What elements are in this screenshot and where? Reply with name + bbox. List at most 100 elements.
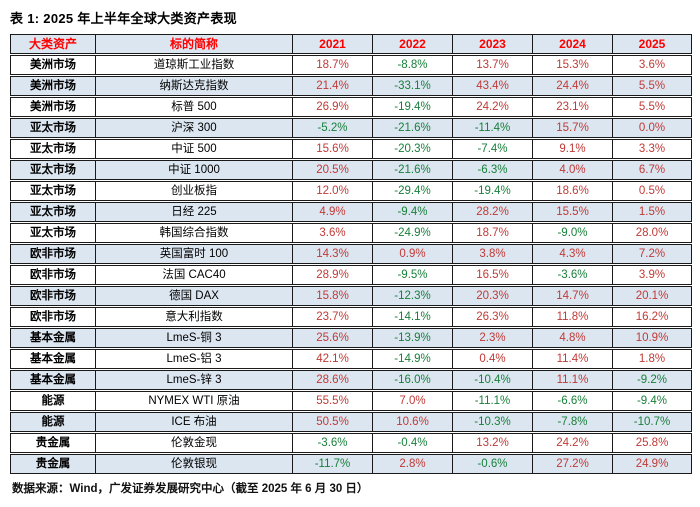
value-cell-2025: 1.8% bbox=[612, 349, 692, 369]
value-cell-2023: -10.3% bbox=[452, 412, 532, 432]
value-cell-2025: -9.2% bbox=[612, 370, 692, 390]
table-row: 亚太市场 创业板指 12.0% -29.4% -19.4% 18.6% 0.5% bbox=[10, 181, 692, 201]
asset-class-cell: 亚太市场 bbox=[10, 139, 95, 159]
value-cell-2022: -13.9% bbox=[372, 328, 452, 348]
target-name-cell: 创业板指 bbox=[95, 181, 292, 201]
target-name-cell: 意大利指数 bbox=[95, 307, 292, 327]
value-cell-2024: 24.2% bbox=[532, 433, 612, 453]
target-name-cell: 韩国综合指数 bbox=[95, 223, 292, 243]
value-cell-2023: 24.2% bbox=[452, 97, 532, 117]
table-row: 基本金属 LmeS-铝 3 42.1% -14.9% 0.4% 11.4% 1.8% bbox=[10, 349, 692, 369]
table-row: 欧非市场 法国 CAC40 28.9% -9.5% 16.5% -3.6% 3.9% bbox=[10, 265, 692, 285]
asset-performance-table: 大类资产 标的简称 2021 2022 2023 2024 2025 美洲市场道… bbox=[10, 33, 692, 475]
asset-class-cell: 亚太市场 bbox=[10, 202, 95, 222]
table-row: 欧非市场 德国 DAX 15.8% -12.3% 20.3% 14.7% 20.1% bbox=[10, 286, 692, 306]
value-cell-2022: -20.3% bbox=[372, 139, 452, 159]
asset-class-cell: 欧非市场 bbox=[10, 307, 95, 327]
header-year-2023: 2023 bbox=[452, 34, 532, 54]
table-row: 亚太市场 沪深 300 -5.2% -21.6% -11.4% 15.7% 0.0% bbox=[10, 118, 692, 138]
value-cell-2022: -21.6% bbox=[372, 160, 452, 180]
value-cell-2025: 1.5% bbox=[612, 202, 692, 222]
asset-class-cell: 美洲市场 bbox=[10, 55, 95, 75]
value-cell-2022: -14.9% bbox=[372, 349, 452, 369]
value-cell-2022: 0.9% bbox=[372, 244, 452, 264]
value-cell-2022: -12.3% bbox=[372, 286, 452, 306]
table-row: 能源 ICE 布油 50.5% 10.6% -10.3% -7.8% -10.7% bbox=[10, 412, 692, 432]
value-cell-2025: 24.9% bbox=[612, 454, 692, 474]
value-cell-2023: 3.8% bbox=[452, 244, 532, 264]
value-cell-2025: 5.5% bbox=[612, 97, 692, 117]
table-row: 基本金属 LmeS-锌 3 28.6% -16.0% -10.4% 11.1% -9.2% bbox=[10, 370, 692, 390]
value-cell-2025: 10.9% bbox=[612, 328, 692, 348]
value-cell-2024: 11.1% bbox=[532, 370, 612, 390]
value-cell-2024: 11.4% bbox=[532, 349, 612, 369]
value-cell-2024: 15.5% bbox=[532, 202, 612, 222]
value-cell-2025: 28.0% bbox=[612, 223, 692, 243]
value-cell-2021: 14.3% bbox=[292, 244, 372, 264]
target-name-cell: LmeS-锌 3 bbox=[95, 370, 292, 390]
asset-class-cell: 亚太市场 bbox=[10, 160, 95, 180]
value-cell-2024: 4.8% bbox=[532, 328, 612, 348]
value-cell-2024: 9.1% bbox=[532, 139, 612, 159]
value-cell-2023: -0.6% bbox=[452, 454, 532, 474]
table-row: 美洲市场 纳斯达克指数 21.4% -33.1% 43.4% 24.4% 5.5% bbox=[10, 76, 692, 96]
value-cell-2022: -14.1% bbox=[372, 307, 452, 327]
value-cell-2025: 25.8% bbox=[612, 433, 692, 453]
asset-class-cell: 基本金属 bbox=[10, 370, 95, 390]
value-cell-2025: 3.9% bbox=[612, 265, 692, 285]
value-cell-2021: 15.6% bbox=[292, 139, 372, 159]
table-row: 欧非市场 意大利指数 23.7% -14.1% 26.3% 11.8% 16.2% bbox=[10, 307, 692, 327]
asset-class-cell: 基本金属 bbox=[10, 349, 95, 369]
value-cell-2023: 28.2% bbox=[452, 202, 532, 222]
header-year-2024: 2024 bbox=[532, 34, 612, 54]
header-asset-class: 大类资产 bbox=[10, 34, 95, 54]
value-cell-2023: -6.3% bbox=[452, 160, 532, 180]
asset-class-cell: 美洲市场 bbox=[10, 97, 95, 117]
value-cell-2023: 18.7% bbox=[452, 223, 532, 243]
value-cell-2024: -9.0% bbox=[532, 223, 612, 243]
value-cell-2025: 3.3% bbox=[612, 139, 692, 159]
value-cell-2022: -21.6% bbox=[372, 118, 452, 138]
value-cell-2025: -9.4% bbox=[612, 391, 692, 411]
value-cell-2024: -6.6% bbox=[532, 391, 612, 411]
asset-class-cell: 贵金属 bbox=[10, 433, 95, 453]
value-cell-2022: -29.4% bbox=[372, 181, 452, 201]
value-cell-2024: 24.4% bbox=[532, 76, 612, 96]
value-cell-2021: 50.5% bbox=[292, 412, 372, 432]
asset-class-cell: 美洲市场 bbox=[10, 76, 95, 96]
header-row: 大类资产 标的简称 2021 2022 2023 2024 2025 bbox=[10, 34, 692, 54]
target-name-cell: 日经 225 bbox=[95, 202, 292, 222]
asset-class-cell: 亚太市场 bbox=[10, 223, 95, 243]
value-cell-2022: -19.4% bbox=[372, 97, 452, 117]
value-cell-2022: -24.9% bbox=[372, 223, 452, 243]
value-cell-2022: -16.0% bbox=[372, 370, 452, 390]
target-name-cell: 道琼斯工业指数 bbox=[95, 55, 292, 75]
value-cell-2022: -0.4% bbox=[372, 433, 452, 453]
value-cell-2021: 26.9% bbox=[292, 97, 372, 117]
value-cell-2023: -19.4% bbox=[452, 181, 532, 201]
value-cell-2021: 55.5% bbox=[292, 391, 372, 411]
table-row: 亚太市场 韩国综合指数 3.6% -24.9% 18.7% -9.0% 28.0% bbox=[10, 223, 692, 243]
value-cell-2025: 5.5% bbox=[612, 76, 692, 96]
value-cell-2022: -9.4% bbox=[372, 202, 452, 222]
target-name-cell: 伦敦银现 bbox=[95, 454, 292, 474]
value-cell-2024: 15.7% bbox=[532, 118, 612, 138]
value-cell-2021: -11.7% bbox=[292, 454, 372, 474]
value-cell-2024: 14.7% bbox=[532, 286, 612, 306]
value-cell-2025: 20.1% bbox=[612, 286, 692, 306]
table-row: 美洲市场 道琼斯工业指数 18.7% -8.8% 13.7% 15.3% 3.6% bbox=[10, 55, 692, 75]
target-name-cell: 中证 500 bbox=[95, 139, 292, 159]
header-year-2021: 2021 bbox=[292, 34, 372, 54]
table-row: 欧非市场 英国富时 100 14.3% 0.9% 3.8% 4.3% 7.2% bbox=[10, 244, 692, 264]
value-cell-2023: 13.2% bbox=[452, 433, 532, 453]
target-name-cell: LmeS-铜 3 bbox=[95, 328, 292, 348]
value-cell-2024: 4.0% bbox=[532, 160, 612, 180]
value-cell-2023: -11.4% bbox=[452, 118, 532, 138]
value-cell-2023: 2.3% bbox=[452, 328, 532, 348]
value-cell-2024: 18.6% bbox=[532, 181, 612, 201]
value-cell-2021: 12.0% bbox=[292, 181, 372, 201]
target-name-cell: LmeS-铝 3 bbox=[95, 349, 292, 369]
data-source-note: 数据来源：Wind，广发证券发展研究中心（截至 2025 年 6 月 30 日） bbox=[12, 483, 369, 495]
value-cell-2021: 42.1% bbox=[292, 349, 372, 369]
